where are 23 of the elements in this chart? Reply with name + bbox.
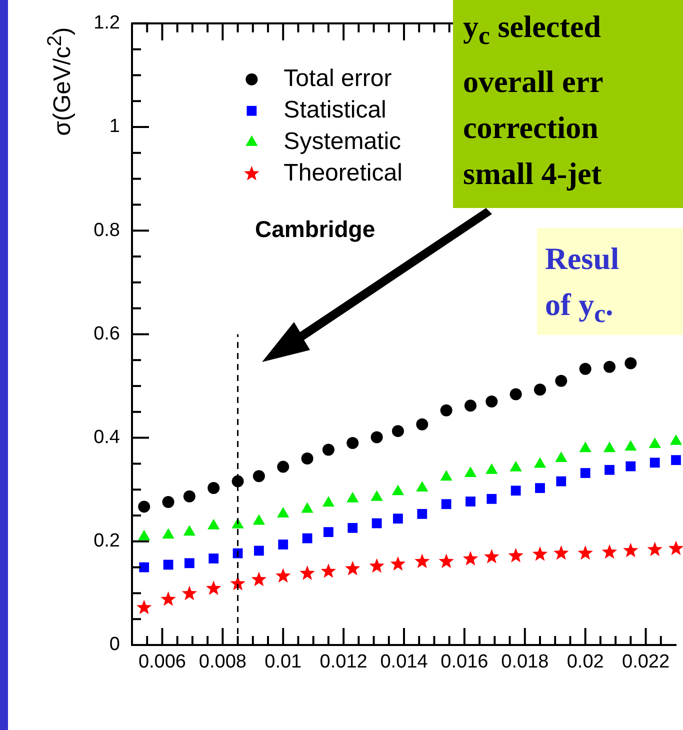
legend-label: Systematic [284, 128, 402, 155]
x-tick-label: 0.012 [320, 652, 368, 673]
y-tick-label: 0.4 [94, 427, 120, 448]
x-tick-label: 0.018 [501, 652, 549, 673]
legend-label: Total error [284, 64, 392, 92]
y-tick-label: 0.2 [94, 530, 120, 552]
annotation: Resul of y$_{c}$. [537, 228, 683, 335]
x-tick-label: 0.022 [622, 652, 670, 673]
x-tick-label: 0.008 [198, 652, 246, 673]
y-tick-label: 0.6 [94, 323, 120, 344]
x-tick-label: 0.006 [138, 652, 186, 673]
x-tick-label: 0.014 [380, 652, 428, 673]
y-tick-label: 0.8 [94, 220, 120, 241]
annotation: y$_{c}$ selected overall err correction small 4-jet [453, 0, 683, 208]
y-tick-label: 1 [109, 116, 120, 138]
x-tick-label: 0.016 [440, 652, 488, 673]
x-tick-label: 0.02 [566, 652, 604, 673]
annotation: Cambridge [255, 216, 376, 244]
legend-label: Statistical [284, 96, 386, 124]
y-tick-label: 1.2 [94, 12, 120, 34]
y-tick-label: 0 [109, 634, 120, 656]
legend-label: Theoretical [284, 159, 402, 186]
x-tick-label: 0.01 [264, 652, 302, 673]
